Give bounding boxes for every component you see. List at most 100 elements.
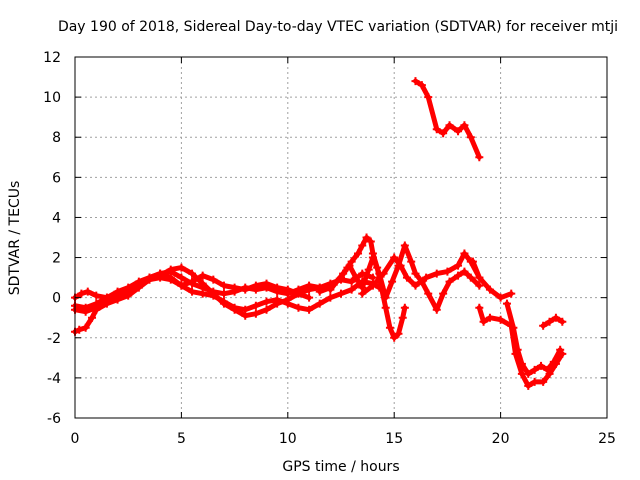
x-tick-label: 15 [385,431,403,447]
data-point [347,277,356,286]
data-point [283,299,292,308]
data-point [188,287,197,296]
data-point [251,281,260,290]
data-point [475,281,484,290]
data-point [368,253,377,262]
data-point [545,369,554,378]
data-point [539,321,548,330]
data-point [188,269,197,278]
data-point [407,257,416,266]
data-point [394,329,403,338]
data-point [347,257,356,266]
data-point [219,281,228,290]
data-point [530,365,539,374]
y-tick-label: 8 [52,130,61,146]
data-point [358,241,367,250]
data-point [524,381,533,390]
series-line [540,315,565,329]
data-point [539,377,548,386]
data-point [460,121,469,130]
data-point [92,303,101,312]
data-point [454,127,463,136]
data-point [537,361,546,370]
data-point [366,237,375,246]
data-point [88,313,97,322]
data-point [454,261,463,270]
series-arc-6 [326,241,484,314]
data-point [475,303,484,312]
data-point [424,289,433,298]
y-tick-label: 0 [52,291,61,307]
data-point [339,269,348,278]
data-point [219,289,228,298]
data-point [230,283,239,292]
data-point [496,293,505,302]
series-arc-11 [502,299,565,378]
data-point [347,285,356,294]
data-point [177,281,186,290]
data-point [398,313,407,322]
data-point [305,285,314,294]
series-arc-7 [358,249,484,298]
data-point [241,285,250,294]
data-point [326,285,335,294]
series-line [327,243,482,313]
plot-frame [74,56,608,419]
data-point [83,287,92,296]
data-point [354,249,363,258]
data-point [551,313,560,322]
data-point [198,279,207,288]
data-point [513,345,522,354]
data-point [81,323,90,332]
data-point [198,271,207,280]
data-point [362,233,371,242]
data-point [294,289,303,298]
data-point [166,265,175,274]
data-point [445,121,454,130]
data-point [445,277,454,286]
data-point [543,365,552,374]
data-point [294,303,303,312]
data-point [332,277,341,286]
data-point [556,345,565,354]
data-point [145,273,154,282]
series-line [359,251,482,297]
data-point [475,273,484,282]
y-tick-label: 2 [52,251,61,267]
y-tick-label: -6 [47,411,61,427]
data-point [549,357,558,366]
data-point [507,289,516,298]
data-point [388,277,397,286]
x-tick-label: 5 [177,431,186,447]
data-point [460,249,469,258]
data-point [209,291,218,300]
x-tick-label: 25 [598,431,616,447]
x-tick-label: 0 [71,431,80,447]
data-point [345,261,354,270]
data-point [381,303,390,312]
series-arc-9 [468,257,516,302]
data-point [432,125,441,134]
grid-lines [75,57,607,418]
data-point [422,273,431,282]
data-point [124,285,133,294]
data-point [188,277,197,286]
data-point [417,81,426,90]
data-point [77,289,86,298]
data-point [156,269,165,278]
data-point [273,283,282,292]
y-tick-label: 4 [52,210,61,226]
data-point [283,285,292,294]
y-tick-label: 6 [52,170,61,186]
data-point [466,133,475,142]
data-point [509,323,518,332]
y-tick-labels: -6 -4 -2 0 2 4 6 8 10 12 [43,50,61,427]
data-point [351,273,360,282]
data-point [485,313,494,322]
data-point [485,285,494,294]
data-point [558,317,567,326]
y-tick-label: 10 [43,90,61,106]
data-point [358,289,367,298]
data-point [273,295,282,304]
